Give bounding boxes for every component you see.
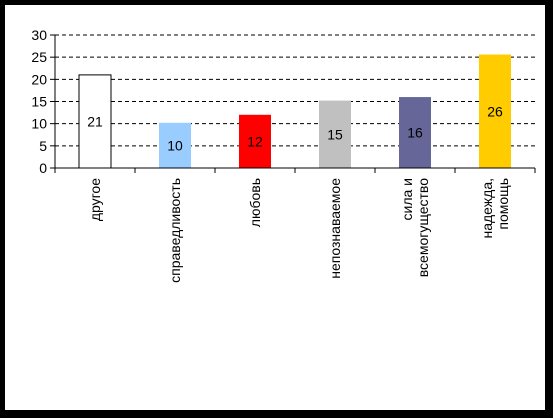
data-label: 12 [247,133,263,149]
y-tick-label: 15 [31,94,47,110]
data-label: 26 [487,103,503,119]
y-tick-label: 0 [39,160,47,176]
bar [78,74,112,169]
x-tick-label-line: надежда, [479,178,495,239]
bars: 21 10 12 15 16 26 [78,54,511,169]
bar [319,100,351,168]
x-tick-label: непознаваемое [327,178,343,279]
data-label: 10 [167,137,183,153]
bar [479,54,511,168]
y-tick-label: 10 [31,116,47,132]
x-tick-label-line: всемогущество [415,178,431,277]
bar-chart: 0 5 10 15 20 25 30 21 10 12 15 16 26 другое справедл… [31,27,536,283]
x-tick-label-line: непознаваемое [327,178,343,279]
bar [239,114,271,168]
data-label: 15 [327,126,343,142]
y-tick-label: 20 [31,71,47,87]
x-tick-label: надежда,помощь [479,178,511,239]
gridlines [55,34,535,147]
x-tick-label-line: другое [87,178,103,221]
data-label: 16 [407,125,423,141]
x-tick-label: сила ивсемогущество [399,178,431,277]
x-tick-label: любовь [247,178,263,227]
bar [399,97,431,168]
y-axis: 0 5 10 15 20 25 30 [31,27,56,176]
y-tick-label: 30 [31,27,47,43]
x-axis: другое справедливость любовь непознаваемое с… [54,167,536,283]
x-tick-label-line: любовь [247,178,263,227]
y-tick-label: 25 [31,49,47,65]
y-tick-label: 5 [39,138,47,154]
x-tick-label-line: справедливость [167,178,183,283]
x-tick-label-line: сила и [399,178,415,221]
x-tick-label: другое [87,178,103,221]
bar [159,122,191,168]
data-label: 21 [87,113,103,129]
x-tick-label: справедливость [167,178,183,283]
x-tick-label-line: помощь [495,178,511,230]
chart-frame: 0 5 10 15 20 25 30 21 10 12 15 16 26 другое справедл… [4,4,546,411]
